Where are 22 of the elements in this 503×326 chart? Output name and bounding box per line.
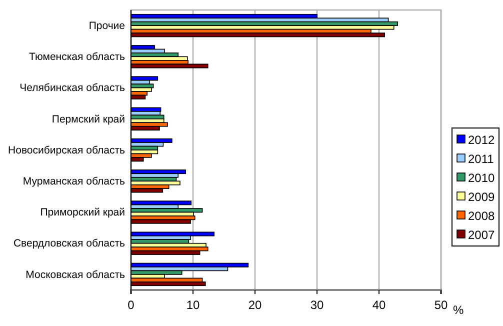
y-tick-label: Прочие	[88, 20, 126, 32]
x-tick-label: 30	[310, 298, 324, 312]
x-tick-label: 0	[128, 298, 135, 312]
y-tick-label: Приморский край	[40, 206, 126, 219]
legend-label: 2007	[468, 228, 496, 242]
x-tick-label: 40	[372, 298, 386, 312]
y-tick-label: Мурманская область	[22, 175, 126, 188]
y-tick-label: Тюменская область	[29, 51, 126, 64]
y-tick-label: Челябинская область	[20, 82, 126, 94]
x-tick-label: 50	[434, 298, 448, 312]
x-axis-title: %	[453, 303, 464, 317]
x-tick-label: 10	[186, 298, 200, 312]
y-tick-label: Новосибирская область	[8, 144, 126, 156]
x-tick-label: 20	[248, 298, 262, 312]
y-tick-label: Пермский край	[52, 113, 126, 126]
y-tick-label: Свердловская область	[13, 238, 126, 250]
legend-label: 2012	[468, 133, 496, 147]
y-tick-label: Московская область	[26, 268, 126, 281]
legend-label: 2010	[468, 171, 496, 185]
legend-label: 2011	[468, 152, 494, 166]
legend-label: 2008	[468, 209, 496, 223]
legend-label: 2009	[468, 190, 496, 204]
